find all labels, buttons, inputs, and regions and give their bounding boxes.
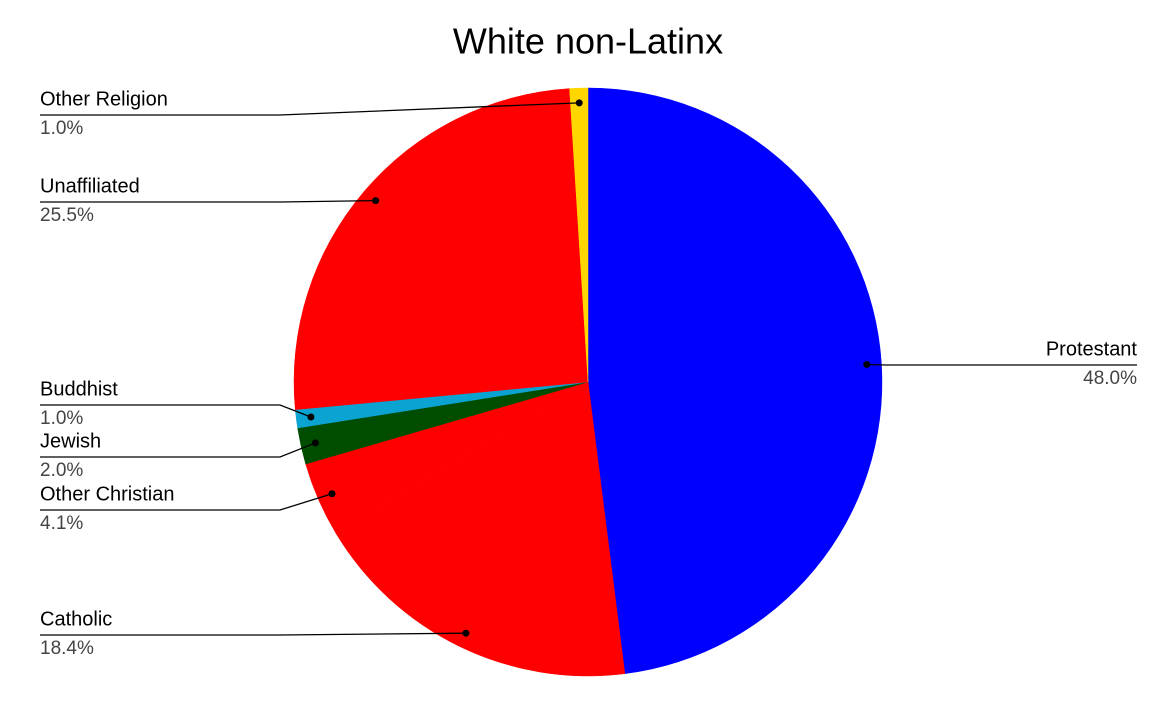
leader-line [40,404,312,418]
label-name: Other Religion [40,88,168,110]
pie-slice [587,87,883,674]
leader-line [40,199,376,203]
leader-line [866,363,1137,366]
leader-line [40,493,333,511]
leader-line [40,632,466,636]
pie-slice [569,87,589,383]
label-name: Buddhist [40,378,118,400]
label-value: 25.5% [40,205,94,226]
pie-slice [335,381,626,677]
leader-dot [328,490,336,498]
label-name: Other Christian [40,483,175,505]
leader-dot [307,413,315,421]
leader-dot [575,99,583,107]
label-value: 4.1% [40,513,83,534]
leader-dot [863,360,871,368]
leader-dot [311,439,319,447]
leader-line [40,442,316,458]
label-value: 1.0% [40,118,83,139]
leader-dot [372,197,380,205]
label-value: 2.0% [40,460,83,481]
pie-slice [293,88,589,410]
label-name: Jewish [40,430,101,452]
label-name: Unaffiliated [40,175,140,197]
label-value: 1.0% [40,408,83,429]
label-name: Catholic [40,608,112,630]
label-value: 48.0% [1083,368,1137,389]
label-value: 18.4% [40,638,94,659]
leader-line [40,102,580,116]
chart-title: White non-Latinx [453,21,723,62]
label-name: Protestant [1046,338,1138,360]
leader-dot [462,629,470,637]
